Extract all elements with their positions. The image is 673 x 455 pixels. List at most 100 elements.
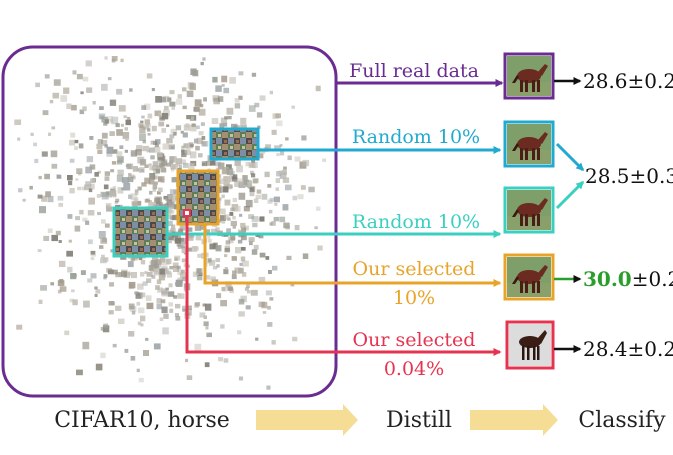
- image-tile: [165, 287, 169, 291]
- result-selected-10: 30.0±0.2: [583, 267, 673, 291]
- image-tile: [148, 179, 155, 185]
- image-tile: [234, 98, 240, 103]
- image-tile: [136, 145, 143, 152]
- image-tile: [241, 272, 247, 277]
- image-tile: [137, 321, 142, 326]
- image-tile: [135, 149, 142, 156]
- image-tile: [180, 130, 184, 134]
- image-tile: [147, 128, 151, 132]
- image-tile: [192, 70, 199, 77]
- image-tile: [234, 103, 241, 109]
- image-tile: [128, 173, 132, 177]
- image-tile: [224, 214, 230, 220]
- image-tile: [166, 124, 170, 127]
- image-tile: [58, 202, 63, 207]
- image-tile: [249, 241, 253, 246]
- image-tile: [187, 305, 192, 310]
- image-tile: [252, 161, 258, 169]
- image-tile: [314, 226, 318, 230]
- image-tile: [212, 266, 218, 270]
- image-tile: [175, 313, 179, 317]
- image-tile: [115, 272, 122, 278]
- image-tile: [198, 131, 204, 136]
- image-tile: [175, 303, 181, 309]
- image-tile: [153, 263, 159, 269]
- image-tile: [143, 350, 149, 356]
- image-tile: [78, 143, 84, 149]
- image-tile: [140, 169, 144, 172]
- image-tile: [169, 134, 175, 139]
- image-tile: [196, 274, 203, 281]
- image-tile: [242, 260, 249, 267]
- image-tile: [153, 140, 158, 145]
- image-tile: [300, 185, 306, 190]
- image-tile: [98, 231, 106, 239]
- image-tile: [209, 243, 217, 250]
- image-tile: [156, 279, 162, 285]
- image-tile: [119, 145, 124, 149]
- image-tile: [286, 255, 292, 260]
- image-tile: [180, 269, 185, 274]
- image-tile: [238, 95, 243, 100]
- image-tile: [38, 299, 43, 304]
- image-tile: [265, 144, 271, 150]
- image-tile: [164, 105, 169, 110]
- image-tile: [140, 292, 146, 298]
- image-tile: [89, 184, 95, 190]
- image-tile: [101, 219, 106, 224]
- image-tile: [80, 270, 86, 275]
- image-tile: [226, 107, 234, 115]
- image-tile: [56, 174, 61, 179]
- image-tile: [116, 174, 124, 182]
- image-tile: [251, 159, 255, 163]
- image-tile: [268, 209, 273, 214]
- image-tile: [197, 253, 202, 258]
- image-tile: [52, 92, 60, 99]
- image-tile: [100, 352, 106, 359]
- image-tile: [51, 126, 56, 130]
- image-tile: [202, 303, 206, 307]
- image-tile: [117, 187, 124, 194]
- image-tile: [178, 164, 183, 168]
- image-tile: [140, 259, 146, 265]
- pipeline-step-distill: Distill: [386, 408, 452, 433]
- image-tile: [253, 198, 259, 203]
- image-tile: [148, 201, 155, 209]
- image-tile: [122, 132, 130, 139]
- image-tile: [189, 116, 194, 121]
- image-tile: [208, 259, 216, 266]
- image-tile: [75, 178, 79, 181]
- image-tile: [171, 168, 175, 172]
- image-tile: [151, 275, 156, 279]
- image-tile: [182, 308, 186, 312]
- image-tile: [259, 216, 265, 222]
- image-tile: [269, 90, 273, 95]
- image-tile: [70, 132, 76, 138]
- image-tile: [40, 285, 47, 291]
- image-tile: [171, 177, 178, 183]
- image-tile: [181, 149, 185, 153]
- image-tile: [201, 161, 208, 167]
- image-tile: [167, 215, 172, 220]
- image-tile: [308, 186, 315, 193]
- image-tile: [272, 113, 280, 119]
- image-tile: [297, 194, 304, 200]
- image-tile: [181, 152, 187, 158]
- image-tile: [63, 87, 70, 94]
- image-tile: [135, 292, 142, 299]
- image-tile: [69, 158, 75, 163]
- image-tile: [232, 216, 236, 220]
- image-tile: [72, 299, 78, 306]
- image-tile: [150, 265, 157, 272]
- image-tile: [195, 145, 200, 151]
- image-tile: [146, 123, 151, 128]
- image-tile: [144, 119, 150, 125]
- image-tile: [261, 193, 268, 200]
- image-tile: [230, 207, 235, 212]
- image-tile: [144, 198, 149, 203]
- image-tile: [215, 245, 222, 252]
- image-tile: [171, 106, 175, 110]
- image-tile: [155, 96, 162, 103]
- image-tile: [258, 301, 265, 308]
